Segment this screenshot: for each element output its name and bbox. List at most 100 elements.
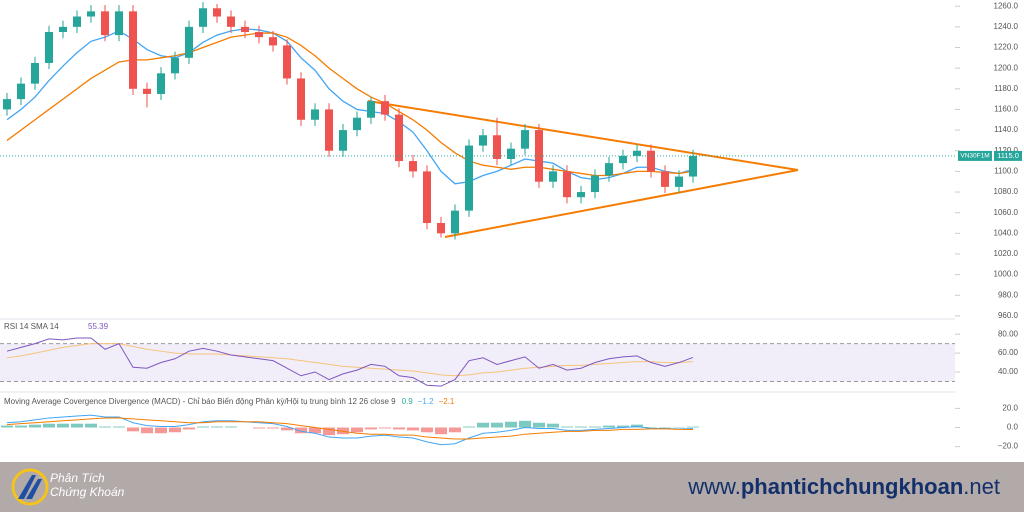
candle-body (297, 78, 305, 120)
candle-body (101, 11, 109, 36)
y-tick-label: 1100.0 (994, 166, 1018, 175)
macd-title: Moving Average Covergence Divergence (MA… (4, 397, 396, 406)
chart: RSI 14 SMA 14 55.39 Moving Average Cover… (0, 0, 1024, 462)
histogram-bar (267, 427, 279, 429)
candle-body (353, 117, 361, 131)
histogram-bar (155, 427, 167, 434)
url-part: www. (688, 474, 741, 499)
candle-body (521, 130, 529, 149)
histogram-bar (449, 427, 461, 433)
histogram-bar (365, 427, 377, 430)
histogram-bar (211, 426, 223, 428)
histogram-bar (463, 426, 475, 428)
histogram-bar (29, 424, 41, 428)
candle-body (493, 135, 501, 159)
candle-body (661, 171, 669, 187)
candle-body (199, 8, 207, 27)
candle-body (619, 155, 627, 164)
y-tick-label: 960.0 (998, 311, 1019, 320)
histogram-bar (57, 423, 69, 428)
histogram-bar (379, 427, 391, 429)
histogram-bar (519, 420, 531, 428)
candle-body (633, 150, 641, 156)
indicator-line (6, 417, 694, 440)
candle-body (465, 145, 473, 211)
histogram-bar (561, 426, 573, 428)
candle-body (395, 114, 403, 162)
histogram-bar (435, 427, 447, 435)
histogram-bar (71, 423, 83, 428)
candle-body (451, 210, 459, 234)
candle-body (59, 26, 67, 33)
macd-legend-value: −2.1 (439, 397, 455, 406)
histogram-bar (15, 425, 27, 428)
candle-body (87, 11, 95, 17)
histogram-bar (281, 427, 293, 431)
candle-body (171, 57, 179, 74)
histogram-bar (393, 427, 405, 430)
macd-legend-value: 0.9 (402, 397, 414, 406)
url-part: .net (963, 474, 1000, 499)
indicator-line (6, 32, 694, 177)
candle-body (73, 16, 81, 27)
histogram-bar (407, 427, 419, 431)
candle-body (185, 26, 193, 58)
y-tick-label: 1120.0 (994, 146, 1018, 155)
y-tick-label: 20.0 (1002, 403, 1018, 412)
candle-body (479, 135, 487, 146)
y-tick-label: 1220.0 (994, 43, 1019, 52)
histogram-bar (197, 426, 209, 428)
y-tick-label: 40.00 (998, 367, 1019, 376)
candle-body (269, 37, 277, 46)
brand: Phân Tích Chứng Khoán (50, 471, 124, 499)
candle-body (157, 73, 165, 94)
candle-body (17, 83, 25, 100)
last-label: 1115.0 (997, 151, 1019, 160)
url-part: phantichchungkhoan (740, 474, 964, 499)
candle-body (255, 32, 263, 38)
histogram-bar (687, 426, 699, 428)
histogram-bar (589, 426, 601, 428)
y-tick-label: 60.00 (998, 348, 1019, 357)
y-tick-label: 1180.0 (994, 84, 1018, 93)
histogram-bar (1, 425, 13, 428)
histogram-bar (183, 427, 195, 430)
candle-body (507, 148, 515, 159)
y-tick-label: 1020.0 (994, 249, 1019, 258)
histogram-bar (43, 423, 55, 428)
candle-body (549, 171, 557, 182)
candle-body (325, 109, 333, 151)
rsi-title: RSI 14 SMA 14 (4, 322, 59, 331)
histogram-bar (99, 426, 111, 428)
y-tick-label: 1260.0 (994, 1, 1019, 10)
histogram-bar (421, 427, 433, 433)
histogram-bar (169, 427, 181, 433)
candle-body (45, 32, 53, 63)
symbol-label: VN30F1M (960, 153, 989, 160)
y-tick-label: 80.00 (998, 329, 1019, 338)
band-fill (0, 343, 955, 382)
y-tick-label: 1060.0 (994, 208, 1019, 217)
y-tick-label: −20.0 (998, 442, 1019, 451)
candle-body (409, 161, 417, 172)
url: www.phantichchungkhoan.net (688, 474, 1000, 500)
histogram-bar (253, 427, 265, 429)
candle-body (367, 101, 375, 118)
candle-body (647, 150, 655, 172)
histogram-bar (351, 427, 363, 433)
y-tick-label: 1040.0 (994, 228, 1019, 237)
candle-body (423, 171, 431, 224)
histogram-bar (141, 427, 153, 434)
brand-line: Phân Tích (50, 471, 105, 485)
y-tick-label: 1160.0 (994, 105, 1018, 114)
brand-line: Chứng Khoán (50, 485, 125, 499)
background (0, 0, 1024, 462)
candle-body (535, 130, 543, 182)
candle-body (381, 101, 389, 115)
indicator-line (6, 337, 694, 387)
y-tick-label: 1200.0 (994, 63, 1019, 72)
rsi-value: 55.39 (88, 322, 109, 331)
histogram-bar (113, 426, 125, 428)
candle-body (31, 62, 39, 84)
histogram-bar (477, 422, 489, 428)
